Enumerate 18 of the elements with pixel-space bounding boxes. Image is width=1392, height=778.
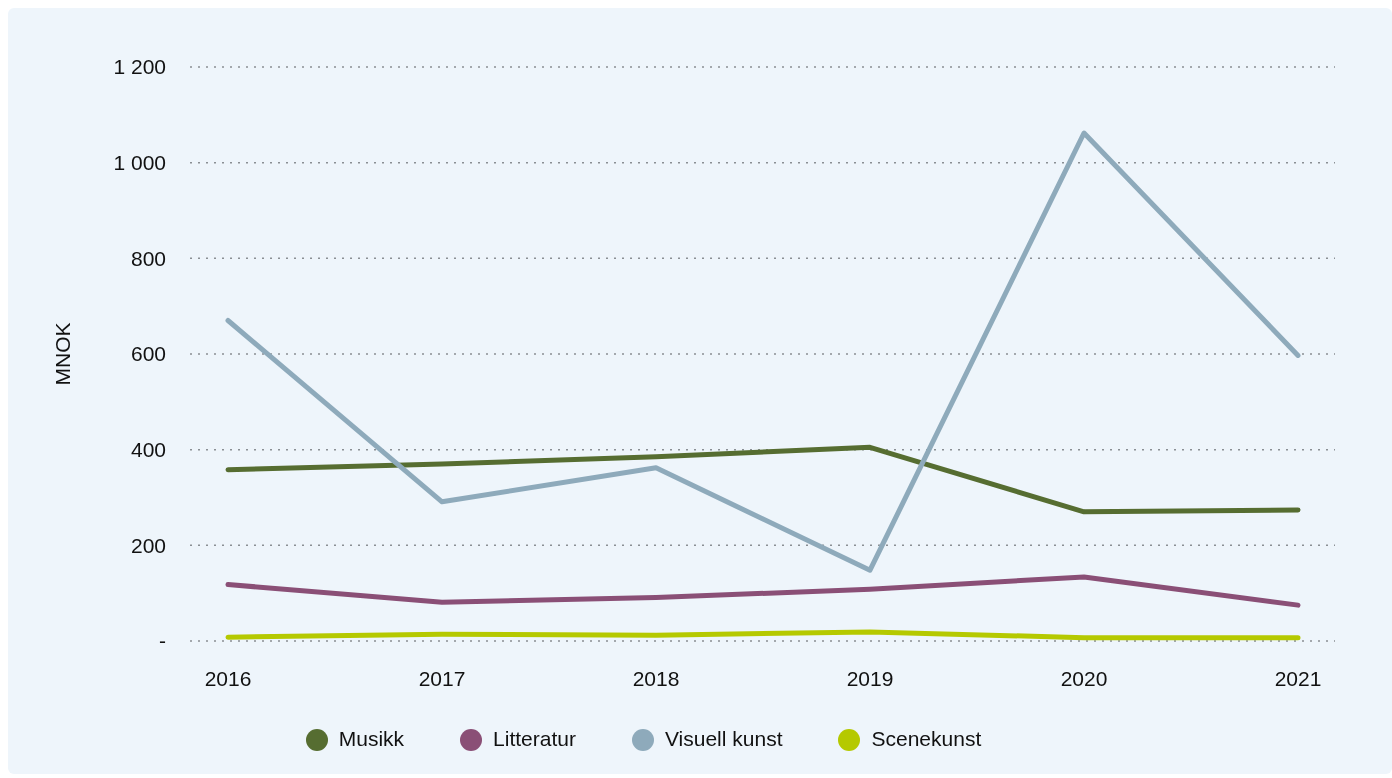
legend-label: Visuell kunst — [664, 727, 784, 750]
x-tick-label: 2017 — [418, 666, 466, 690]
y-tick-label: 800 — [130, 246, 166, 270]
x-tick-label: 2018 — [632, 666, 680, 690]
legend-label: Litteratur — [493, 727, 577, 750]
y-tick-label: 1 000 — [113, 151, 166, 175]
x-tick-label: 2016 — [204, 666, 252, 690]
x-tick-label: 2020 — [1060, 666, 1108, 690]
legend-label: Scenekunst — [871, 727, 983, 750]
y-tick-label: 400 — [130, 438, 166, 462]
y-tick-label: - — [159, 629, 166, 653]
y-axis-title: MNOK — [50, 322, 74, 386]
y-tick-label: 600 — [130, 342, 166, 366]
x-tick-label: 2021 — [1274, 666, 1322, 690]
legend-label: Musikk — [338, 727, 406, 750]
x-tick-label: 2019 — [846, 666, 894, 690]
y-tick-label: 1 200 — [113, 55, 166, 79]
y-tick-label: 200 — [130, 533, 166, 557]
